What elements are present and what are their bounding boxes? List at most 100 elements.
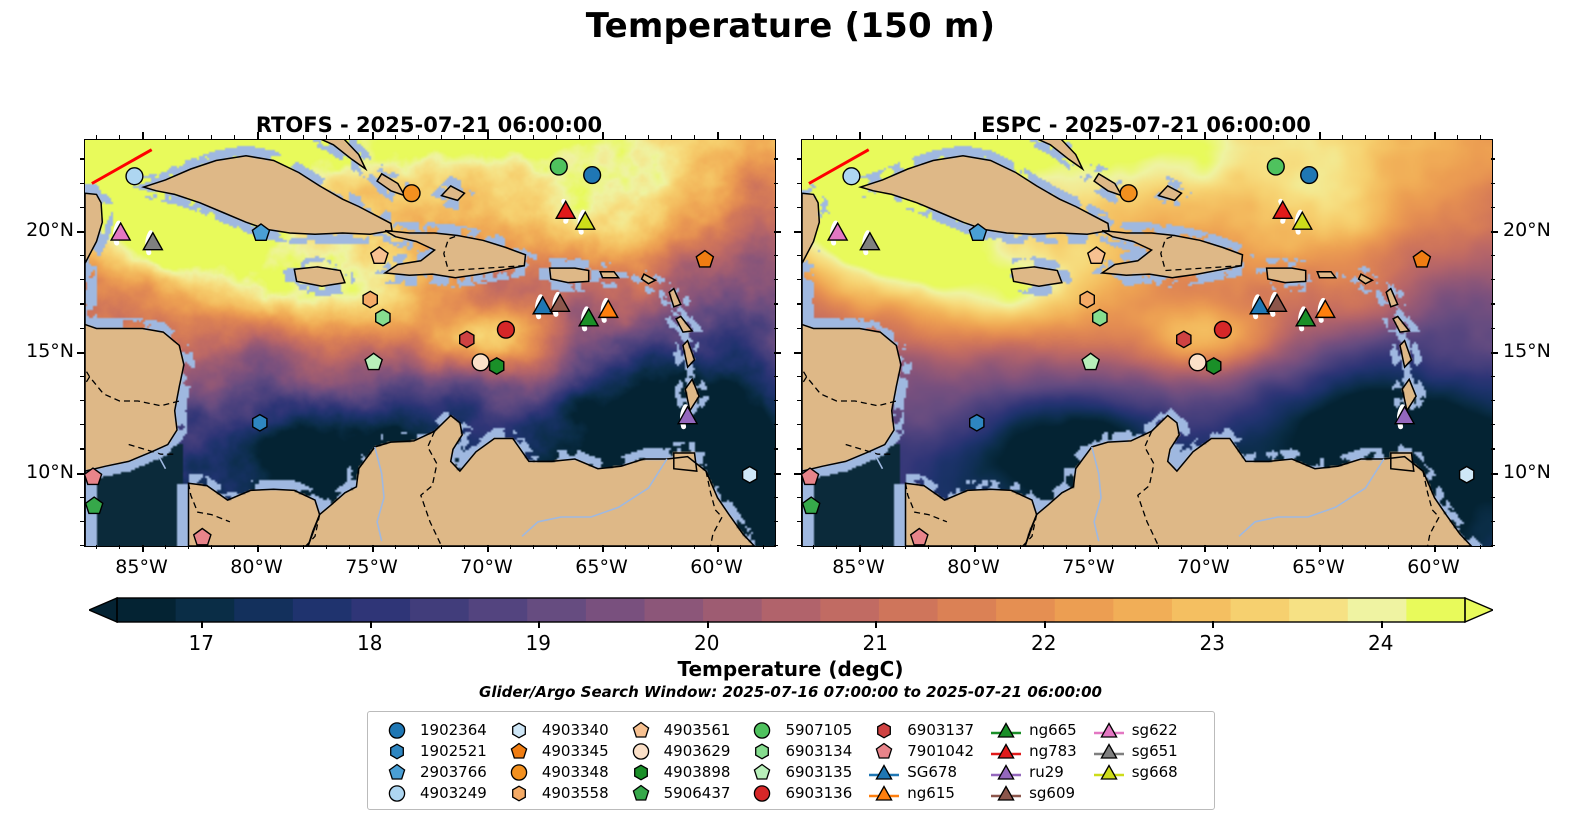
legend-label-4903249: 4903249 bbox=[420, 783, 487, 802]
cbar-tick-label: 20 bbox=[694, 631, 720, 655]
legend-row: 4903249 4903558 5906437 6903136 ng615 sg609 bbox=[377, 782, 1190, 803]
legend-label-7901042: 7901042 bbox=[907, 741, 975, 760]
temperature-field-rtofs bbox=[85, 140, 775, 546]
xtick-label: 80°W bbox=[947, 556, 1000, 578]
marker-7901042 bbox=[85, 467, 103, 486]
marker-6903137 bbox=[459, 330, 475, 349]
legend-label-5906437: 5906437 bbox=[663, 783, 731, 802]
legend-label-1902521: 1902521 bbox=[420, 741, 487, 760]
legend-marker-ng783 bbox=[986, 740, 1026, 761]
xtick-label: 70°W bbox=[460, 556, 513, 578]
xtick-label: 75°W bbox=[345, 556, 398, 578]
legend-marker-6903137 bbox=[864, 719, 904, 740]
legend-row: 2903766 4903348 4903898 6903135 SG678 ru29 sg6… bbox=[377, 761, 1190, 782]
marker-ru29 bbox=[1393, 404, 1416, 430]
legend-label-4903898: 4903898 bbox=[663, 762, 731, 781]
legend-label-ng665: ng665 bbox=[1029, 720, 1077, 739]
marker-4903249 bbox=[125, 167, 144, 186]
coastline-overlay-espc bbox=[802, 140, 1475, 546]
marker-sg668 bbox=[574, 209, 596, 235]
legend-marker-ng615 bbox=[864, 782, 904, 803]
marker-ng783 bbox=[1272, 198, 1294, 224]
temperature-field-espc bbox=[802, 140, 1492, 546]
transect-line bbox=[808, 148, 870, 185]
legend-label-6903137: 6903137 bbox=[907, 720, 975, 739]
colorbar bbox=[89, 597, 1493, 623]
marker-4903629 bbox=[471, 353, 490, 372]
marker-6903135 bbox=[1081, 352, 1101, 371]
legend-marker-5907105 bbox=[742, 719, 782, 740]
legend-marker-ng665 bbox=[986, 719, 1026, 740]
ytick-label-left: 15°N bbox=[26, 339, 74, 362]
marker-4903348 bbox=[402, 184, 421, 203]
legend-label-4903345: 4903345 bbox=[541, 741, 609, 760]
marker-ng615 bbox=[1314, 297, 1336, 323]
legend-marker-empty bbox=[1089, 782, 1129, 803]
legend-marker-ru29 bbox=[986, 761, 1026, 782]
legend-row: 1902521 4903345 4903629 6903134 7901042 ng783… bbox=[377, 740, 1190, 761]
cbar-tick-label: 21 bbox=[862, 631, 888, 655]
marker-6903134 bbox=[1092, 308, 1108, 327]
xtick-label: 85°W bbox=[115, 556, 168, 578]
legend-label-ng783: ng783 bbox=[1029, 741, 1077, 760]
marker-7901042 bbox=[802, 467, 820, 486]
cbar-tick-label: 18 bbox=[357, 631, 383, 655]
legend-marker-6903135 bbox=[742, 761, 782, 782]
marker-2903766 bbox=[251, 223, 271, 242]
cbar-tick-label: 23 bbox=[1199, 631, 1225, 655]
legend-label-2903766: 2903766 bbox=[420, 762, 487, 781]
marker-ng783 bbox=[555, 198, 577, 224]
legend-label-5907105: 5907105 bbox=[785, 720, 853, 739]
marker-5906437 bbox=[85, 496, 104, 515]
marker-sg668 bbox=[1291, 209, 1313, 235]
legend-label-SG678: SG678 bbox=[907, 762, 958, 781]
marker-sg622 bbox=[109, 220, 132, 246]
marker-4903559 bbox=[192, 527, 212, 546]
legend-row: 1902364 4903340 4903561 5907105 6903137 ng665… bbox=[377, 719, 1190, 740]
marker-6903137 bbox=[1176, 330, 1192, 349]
marker-4903340 bbox=[741, 465, 758, 484]
marker-ru29 bbox=[676, 404, 699, 430]
marker-4903898 bbox=[1205, 356, 1222, 376]
legend-label-6903135: 6903135 bbox=[785, 762, 853, 781]
xtick-label: 65°W bbox=[1292, 556, 1345, 578]
marker-sg609 bbox=[1266, 291, 1288, 317]
legend-marker-7901042 bbox=[864, 740, 904, 761]
marker-4903629 bbox=[1188, 353, 1207, 372]
marker-6903136 bbox=[496, 320, 515, 339]
marker-5907105 bbox=[549, 157, 568, 176]
marker-1902364 bbox=[583, 165, 602, 185]
marker-4903348 bbox=[1119, 184, 1138, 203]
marker-sg651 bbox=[859, 230, 881, 256]
marker-4903558 bbox=[1079, 290, 1095, 309]
transect-line bbox=[91, 148, 153, 185]
legend-label-empty bbox=[1129, 782, 1190, 803]
legend-marker-4903561 bbox=[621, 719, 661, 740]
xtick-label: 75°W bbox=[1062, 556, 1115, 578]
marker-4903558 bbox=[362, 290, 378, 309]
legend-marker-4903249 bbox=[377, 782, 417, 803]
marker-ng665 bbox=[1295, 306, 1317, 332]
legend-marker-sg651 bbox=[1089, 740, 1129, 761]
panel-title-espc: ESPC - 2025-07-21 06:00:00 bbox=[981, 113, 1311, 137]
legend-marker-sg622 bbox=[1089, 719, 1129, 740]
colorbar-label: Temperature (degC) bbox=[677, 657, 904, 681]
legend-marker-6903136 bbox=[742, 782, 782, 803]
marker-4903249 bbox=[842, 167, 861, 186]
ytick-label-right: 10°N bbox=[1503, 460, 1551, 483]
figure-title: Temperature (150 m) bbox=[585, 6, 996, 46]
ytick-label-right: 15°N bbox=[1503, 339, 1551, 362]
legend-marker-1902521 bbox=[377, 740, 417, 761]
marker-SG678 bbox=[532, 294, 554, 320]
legend-marker-4903629 bbox=[621, 740, 661, 761]
legend-label-sg668: sg668 bbox=[1131, 762, 1178, 781]
legend-marker-4903340 bbox=[499, 719, 539, 740]
legend-label-4903629: 4903629 bbox=[663, 741, 731, 760]
map-axes-espc bbox=[801, 139, 1493, 547]
marker-1902521 bbox=[968, 413, 985, 432]
legend-label-4903561: 4903561 bbox=[663, 720, 731, 739]
ytick-label-left: 10°N bbox=[26, 460, 74, 483]
marker-5906437 bbox=[802, 496, 821, 515]
marker-sg609 bbox=[549, 291, 571, 317]
legend-marker-SG678 bbox=[864, 761, 904, 782]
